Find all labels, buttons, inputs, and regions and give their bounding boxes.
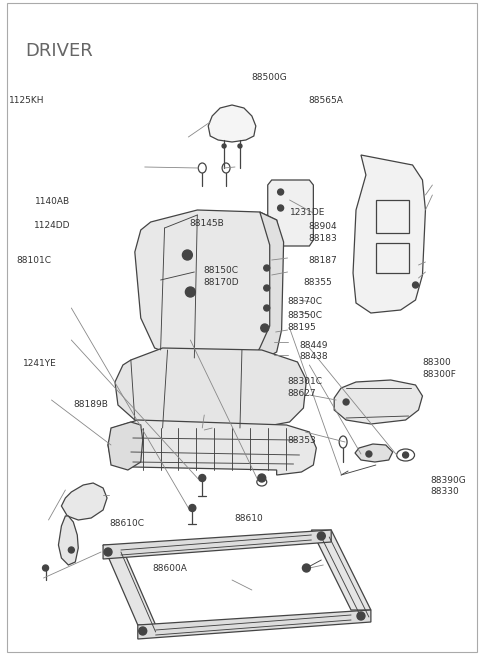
Circle shape xyxy=(343,399,349,405)
Circle shape xyxy=(189,504,196,512)
Polygon shape xyxy=(108,420,316,475)
Circle shape xyxy=(199,474,206,481)
Text: 88195: 88195 xyxy=(287,323,316,332)
Circle shape xyxy=(264,305,270,311)
Circle shape xyxy=(238,144,242,148)
Circle shape xyxy=(412,282,419,288)
Text: 88600A: 88600A xyxy=(152,564,187,573)
Polygon shape xyxy=(355,444,393,462)
Text: 88189B: 88189B xyxy=(74,400,108,409)
Text: 88565A: 88565A xyxy=(309,96,344,105)
Text: 88610: 88610 xyxy=(235,514,264,523)
Polygon shape xyxy=(254,212,284,360)
Text: 88904: 88904 xyxy=(309,222,337,231)
Polygon shape xyxy=(268,180,313,246)
Circle shape xyxy=(222,144,226,148)
Text: 1124DD: 1124DD xyxy=(34,221,71,231)
Circle shape xyxy=(264,285,270,291)
Polygon shape xyxy=(115,348,306,428)
Text: 88101C: 88101C xyxy=(16,256,51,265)
Text: DRIVER: DRIVER xyxy=(26,42,94,60)
Circle shape xyxy=(277,205,284,211)
Text: 88610C: 88610C xyxy=(109,519,144,529)
Text: 88355: 88355 xyxy=(304,278,333,288)
Text: 88438: 88438 xyxy=(299,352,328,362)
Circle shape xyxy=(68,547,74,553)
Circle shape xyxy=(104,548,112,556)
Text: 88350C: 88350C xyxy=(287,311,322,320)
Text: 1241YE: 1241YE xyxy=(23,359,57,368)
Circle shape xyxy=(366,451,372,457)
Polygon shape xyxy=(108,422,143,470)
Circle shape xyxy=(317,532,325,540)
Polygon shape xyxy=(61,483,107,520)
Text: 88150C: 88150C xyxy=(204,266,239,275)
Text: 88370C: 88370C xyxy=(287,297,322,306)
Circle shape xyxy=(403,452,408,458)
Text: 88353: 88353 xyxy=(287,436,316,445)
Circle shape xyxy=(277,189,284,195)
Text: 1231DE: 1231DE xyxy=(289,208,325,217)
Polygon shape xyxy=(103,530,331,559)
Circle shape xyxy=(261,324,269,332)
Text: 88187: 88187 xyxy=(309,256,337,265)
Circle shape xyxy=(258,474,266,482)
Circle shape xyxy=(185,287,195,297)
Circle shape xyxy=(357,612,365,620)
Text: 88170D: 88170D xyxy=(204,278,240,288)
Circle shape xyxy=(264,265,270,271)
Circle shape xyxy=(302,564,311,572)
Text: 88500G: 88500G xyxy=(252,73,287,82)
Polygon shape xyxy=(312,530,371,610)
Text: 88145B: 88145B xyxy=(190,219,224,228)
Polygon shape xyxy=(334,380,422,424)
Polygon shape xyxy=(59,516,78,565)
Circle shape xyxy=(182,250,192,260)
Polygon shape xyxy=(103,545,156,625)
Polygon shape xyxy=(135,210,282,360)
Text: 88183: 88183 xyxy=(309,234,337,243)
Text: 88449: 88449 xyxy=(299,341,327,350)
Text: 88300: 88300 xyxy=(423,358,452,367)
Polygon shape xyxy=(353,155,425,313)
Circle shape xyxy=(139,627,147,635)
Text: 88627: 88627 xyxy=(287,388,316,398)
Text: 88300F: 88300F xyxy=(423,370,457,379)
Circle shape xyxy=(43,565,48,571)
Text: 88390G: 88390G xyxy=(430,476,466,485)
Polygon shape xyxy=(208,105,256,142)
Text: 88330: 88330 xyxy=(430,487,459,496)
Polygon shape xyxy=(138,610,371,639)
Text: 1140AB: 1140AB xyxy=(36,197,71,206)
Text: 88301C: 88301C xyxy=(287,377,322,386)
Text: 1125KH: 1125KH xyxy=(9,96,44,105)
